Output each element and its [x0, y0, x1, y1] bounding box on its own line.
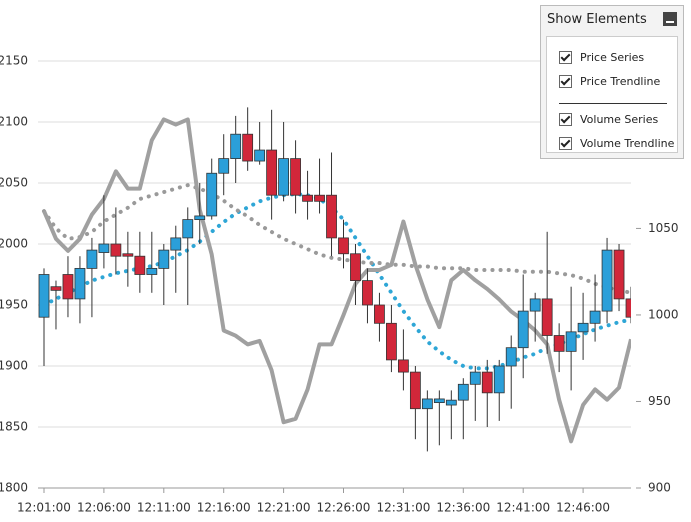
- candle-body: [541, 298, 553, 336]
- checkbox[interactable]: [559, 113, 572, 126]
- candle-body: [517, 310, 529, 349]
- toggle-item[interactable]: Volume Trendline: [559, 137, 674, 150]
- candle-body: [62, 274, 74, 300]
- candle-body: [374, 304, 385, 324]
- candle-body: [242, 133, 254, 162]
- candle-body: [230, 133, 242, 159]
- y-tick-label: 1800: [0, 481, 28, 495]
- candle-body: [146, 267, 158, 275]
- candle-body: [74, 267, 86, 300]
- y-tick-label: 2050: [0, 176, 28, 190]
- candle-body: [565, 331, 577, 352]
- candle-body: [134, 255, 146, 275]
- candle-body: [206, 172, 218, 217]
- trendline: [42, 183, 631, 295]
- candle-body: [493, 365, 505, 394]
- candle-body: [613, 249, 625, 300]
- y2-tick-label: 900: [648, 481, 671, 495]
- toggle-item[interactable]: Volume Series: [559, 113, 658, 126]
- candle-body: [362, 280, 373, 306]
- panel-title: Show Elements: [547, 11, 647, 27]
- toggle-item[interactable]: Price Trendline: [559, 75, 660, 88]
- candle-body: [38, 274, 50, 318]
- candle-body: [386, 322, 397, 361]
- candle-body: [278, 158, 290, 196]
- minimize-button[interactable]: [663, 12, 677, 26]
- candle-body: [254, 149, 266, 162]
- x-tick-label: 12:36:00: [436, 501, 490, 515]
- candle-body: [110, 243, 122, 257]
- candle-body: [397, 359, 409, 373]
- candle-body: [182, 219, 194, 239]
- checkbox[interactable]: [559, 137, 572, 150]
- candle-body: [266, 149, 278, 196]
- candle-body: [158, 249, 170, 269]
- axes: 1800 1850 1900 1950 2000 2050 2100 2150 900 950 10…: [0, 54, 679, 515]
- x-tick-label: 12:41:00: [496, 501, 550, 515]
- x-tick-label: 12:31:00: [376, 501, 430, 515]
- y-tick-label: 1950: [0, 298, 28, 312]
- candle-body: [314, 194, 325, 202]
- y2-tick-label: 1050: [648, 221, 679, 235]
- grid: [38, 60, 631, 489]
- x-tick-label: 12:46:00: [556, 501, 610, 515]
- candle-body: [457, 383, 469, 401]
- candle-body: [433, 398, 445, 404]
- candle-body: [421, 398, 433, 410]
- candle-body: [290, 158, 301, 196]
- y-tick-label: 1900: [0, 359, 28, 373]
- x-tick-label: 12:26:00: [317, 501, 371, 515]
- candle-body: [194, 215, 206, 221]
- candle-body: [625, 298, 631, 318]
- show-elements-panel: Show Elements Price Series Price Trendlin…: [540, 5, 684, 159]
- x-tick-label: 12:11:00: [137, 501, 191, 515]
- toggle-label: Price Trendline: [580, 75, 661, 88]
- volume-line: [42, 117, 631, 444]
- candle-body: [553, 335, 565, 352]
- x-tick-label: 12:06:00: [77, 501, 131, 515]
- toggle-label: Price Series: [580, 51, 645, 64]
- x-tick-label: 12:16:00: [197, 501, 251, 515]
- candle-body: [218, 158, 230, 174]
- toggle-label: Volume Series: [580, 113, 659, 126]
- y2-tick-label: 950: [648, 394, 671, 408]
- candle-body: [302, 194, 313, 202]
- panel-body: Price Series Price Trendline Volume Series…: [546, 36, 678, 153]
- plot-area: [38, 107, 631, 452]
- candle-body: [338, 237, 349, 255]
- candle-body: [505, 347, 517, 367]
- candle-body: [481, 371, 493, 394]
- separator: [559, 103, 667, 104]
- y-tick-label: 2150: [0, 54, 28, 68]
- y-tick-label: 2100: [0, 115, 28, 129]
- y2-tick-label: 1000: [648, 307, 679, 321]
- toggle-item[interactable]: Price Series: [559, 51, 644, 64]
- candle-body: [98, 243, 110, 253]
- candle-body: [86, 249, 98, 269]
- x-tick-label: 12:21:00: [257, 501, 311, 515]
- x-tick-label: 12:01:00: [17, 501, 71, 515]
- candle-body: [601, 249, 613, 312]
- candle-body: [445, 399, 457, 406]
- candle-body: [50, 286, 62, 291]
- y-tick-label: 1850: [0, 420, 28, 434]
- y-tick-label: 2000: [0, 237, 28, 251]
- candle-body: [170, 237, 182, 251]
- toggle-label: Volume Trendline: [580, 137, 675, 150]
- checkbox[interactable]: [559, 75, 572, 88]
- candle-body: [589, 310, 601, 324]
- candle-body: [469, 371, 481, 385]
- checkbox[interactable]: [559, 51, 572, 64]
- candle-body: [350, 253, 361, 281]
- candle-body: [409, 371, 421, 410]
- candle-body: [577, 322, 589, 333]
- candle-body: [122, 253, 134, 257]
- candle-body: [326, 194, 337, 239]
- candle-body: [529, 298, 541, 312]
